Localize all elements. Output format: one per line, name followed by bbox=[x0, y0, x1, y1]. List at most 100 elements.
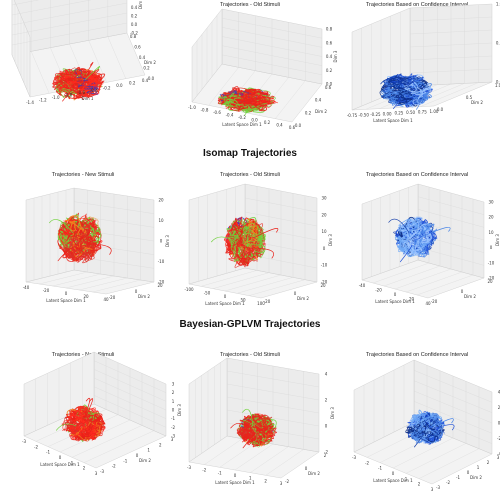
x-tick-label: -2 bbox=[202, 468, 206, 473]
x-tick-label: 2 bbox=[418, 482, 421, 487]
z-tick-label: 2 bbox=[172, 390, 175, 395]
x-tick-label: -1 bbox=[218, 470, 222, 475]
y-tick-label: 0.0 bbox=[437, 107, 444, 112]
trajectory-line bbox=[388, 218, 410, 234]
trajectory-line bbox=[241, 413, 272, 443]
trajectory-line bbox=[229, 88, 271, 112]
panel-row2-new: Trajectories - New Stimuli -40 -20 0 20 40 -2… bbox=[0, 172, 170, 312]
trajectory-line bbox=[242, 217, 266, 257]
y-tick-label: -2 bbox=[285, 479, 289, 484]
y-tick-label: 0 bbox=[136, 453, 139, 458]
x-tick-label: 0 bbox=[394, 292, 397, 297]
trajectory-line bbox=[224, 95, 268, 112]
z-tick-label: 0.0 bbox=[496, 80, 500, 85]
z-tick-label: 0 bbox=[498, 421, 500, 426]
x-tick-label: 1.00 bbox=[430, 109, 439, 114]
y-tick-label: 2 bbox=[159, 442, 162, 447]
z-tick-label: 30 bbox=[321, 196, 327, 201]
y-tick-label: 0.2 bbox=[143, 66, 150, 71]
x-tick-label: 0 bbox=[224, 294, 227, 299]
trajectory-line bbox=[64, 417, 86, 438]
x-tick-label: 0.50 bbox=[406, 110, 415, 115]
x-tick-label: -0.4 bbox=[90, 88, 98, 93]
trajectory-line bbox=[398, 219, 427, 256]
x-tick-label: 3 bbox=[431, 487, 434, 492]
x-tick-label: 1 bbox=[405, 476, 408, 481]
x-tick-label: 2 bbox=[264, 478, 267, 483]
y-tick-label: 0.5 bbox=[466, 95, 473, 100]
x-tick-label: -50 bbox=[204, 291, 211, 296]
trajectory-line bbox=[211, 236, 237, 243]
trajectory-line bbox=[85, 66, 101, 80]
y-tick-label: 20 bbox=[320, 283, 326, 288]
trajectory-line bbox=[228, 217, 260, 261]
trajectory-line bbox=[433, 424, 455, 431]
plot-3d: -1.4 -1.2 -1.0 -0.8 -0.6 -0.4 -0.2 0.0 0.2 0.4 0.0… bbox=[11, 0, 156, 105]
trajectory-line bbox=[402, 231, 431, 256]
trajectory-line bbox=[433, 418, 454, 427]
x-axis-label: Latent Space Dim 1 bbox=[222, 122, 262, 127]
panel-row2-old: Trajectories - Old Stimuli -100 -50 0 50 100… bbox=[167, 172, 333, 312]
x-tick-label: 0.75 bbox=[418, 110, 427, 115]
panel-title: Trajectories Based on Confidence Interva… bbox=[365, 352, 469, 358]
y-axis-label: Dim 2 bbox=[315, 109, 327, 114]
z-tick-label: 0.0 bbox=[326, 82, 333, 87]
trajectories bbox=[55, 397, 106, 443]
x-tick-label: -3 bbox=[187, 465, 191, 470]
y-tick-label: 0.6 bbox=[325, 85, 332, 90]
y-tick-label: 0.4 bbox=[139, 55, 146, 60]
x-tick-label: 0 bbox=[392, 471, 395, 476]
y-tick-label: 0.2 bbox=[305, 110, 312, 115]
x-axis-label: Latent Space Dim 1 bbox=[205, 301, 245, 306]
y-tick-label: -1 bbox=[456, 475, 460, 480]
x-tick-label: 0.2 bbox=[129, 80, 136, 85]
y-tick-label: -1 bbox=[123, 458, 127, 463]
y-tick-label: -2 bbox=[112, 464, 116, 469]
y-tick-label: -20 bbox=[264, 299, 271, 304]
trajectory-line bbox=[393, 95, 402, 109]
panel-title: Trajectories Based on Confidence Interva… bbox=[365, 172, 469, 178]
y-tick-label: 20 bbox=[487, 279, 493, 284]
trajectory-line bbox=[232, 239, 249, 267]
x-tick-label: 3 bbox=[95, 471, 98, 476]
z-tick-label: 4 bbox=[498, 390, 500, 395]
x-tick-label: 50 bbox=[240, 298, 246, 303]
trajectory-line bbox=[64, 222, 98, 264]
trajectory-line bbox=[410, 415, 442, 441]
z-tick-label: 0.5 bbox=[496, 41, 500, 46]
panel-title: Trajectories - Old Stimuli bbox=[219, 352, 280, 358]
z-axis-label: Dim 3 bbox=[333, 50, 338, 62]
z-tick-label: -20 bbox=[488, 276, 495, 281]
panel-row1-new: Trajectories - New Stimuli -1.4-1.2-1.0-… bbox=[0, 0, 166, 142]
z-tick-label: 0.4 bbox=[131, 5, 138, 10]
x-tick-label: -20 bbox=[375, 288, 382, 293]
y-tick-label: -20 bbox=[109, 295, 116, 300]
isomap-section-title: Isomap Trajectories bbox=[203, 148, 297, 159]
trajectory-line bbox=[62, 88, 73, 102]
y-tick-label: -3 bbox=[436, 485, 440, 490]
z-tick-label: -2 bbox=[497, 436, 500, 441]
z-tick-label: 4 bbox=[325, 372, 328, 377]
z-tick-label: 0 bbox=[172, 408, 175, 413]
trajectory-line bbox=[401, 79, 433, 106]
y-tick-label: 0 bbox=[135, 289, 138, 294]
x-tick-label: -1 bbox=[46, 450, 50, 455]
x-tick-label: 0.6 bbox=[289, 125, 296, 130]
trajectory-line bbox=[224, 94, 265, 113]
z-tick-label: -0.2 bbox=[130, 31, 138, 36]
trajectory-line bbox=[55, 423, 77, 431]
z-tick-label: 0 bbox=[325, 424, 328, 429]
grid bbox=[195, 360, 320, 476]
trajectory-line bbox=[81, 72, 102, 95]
y-tick-label: -3 bbox=[100, 469, 104, 474]
y-axis-label: Dim 2 bbox=[470, 475, 482, 480]
z-tick-label: 2 bbox=[498, 405, 500, 410]
y-axis-label: Dim 2 bbox=[471, 100, 483, 105]
x-tick-label: 20 bbox=[83, 294, 89, 299]
y-tick-label: 0.8 bbox=[130, 34, 137, 39]
y-tick-label: -20 bbox=[431, 299, 438, 304]
z-tick-label: -20 bbox=[321, 280, 328, 285]
y-tick-label: 1.0 bbox=[495, 83, 500, 88]
x-tick-label: -3 bbox=[352, 455, 356, 460]
